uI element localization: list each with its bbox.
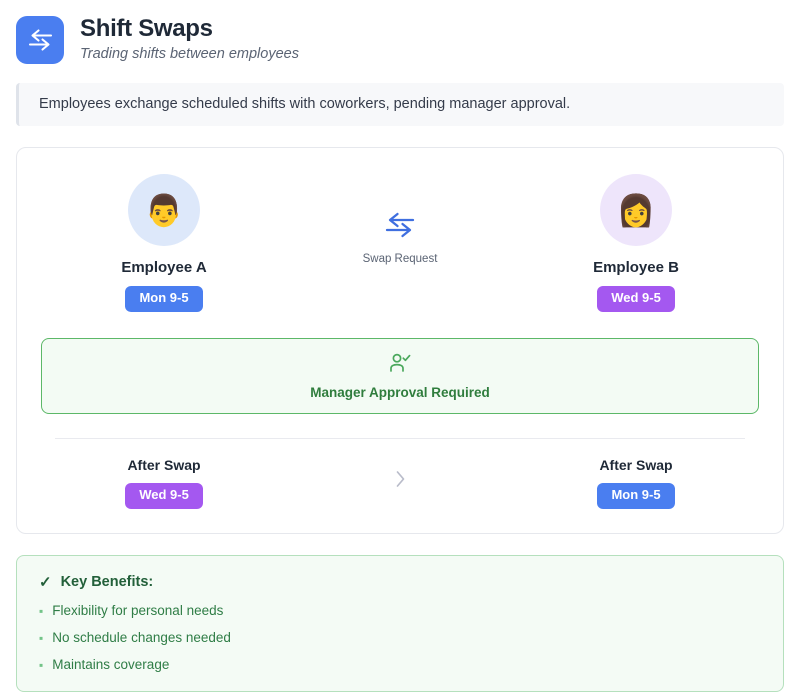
chevron-right-icon: [320, 457, 480, 489]
manager-approval-label: Manager Approval Required: [310, 384, 490, 400]
swap-arrows-icon: [16, 16, 64, 64]
after-swap-right-badge: Mon 9-5: [597, 482, 675, 509]
employee-b-shift-badge: Wed 9-5: [597, 286, 675, 312]
man-avatar-icon: 👨: [128, 174, 200, 246]
page-subtitle: Trading shifts between employees: [80, 46, 299, 63]
header-text-group: Shift Swaps Trading shifts between emplo…: [80, 15, 299, 63]
employee-b-name: Employee B: [593, 259, 679, 276]
description-banner: Employees exchange scheduled shifts with…: [16, 83, 784, 126]
page-title: Shift Swaps: [80, 15, 213, 43]
after-swap-right-block: After Swap Mon 9-5: [551, 457, 721, 509]
benefit-text: Flexibility for personal needs: [52, 602, 224, 618]
employees-row: 👨 Employee A Mon 9-5 Swap Request 👩 Empl…: [39, 170, 761, 312]
list-item: ▪ Maintains coverage: [39, 657, 761, 672]
check-icon: ✓: [39, 573, 52, 591]
key-benefits-card: ✓ Key Benefits: ▪ Flexibility for person…: [16, 554, 784, 692]
bullet-icon: ▪: [39, 657, 44, 672]
bullet-icon: ▪: [39, 630, 44, 645]
employee-a-shift-badge: Mon 9-5: [125, 286, 203, 312]
section-divider: [55, 437, 745, 439]
swap-diagram-card: 👨 Employee A Mon 9-5 Swap Request 👩 Empl…: [16, 147, 784, 534]
list-item: ▪ Flexibility for personal needs: [39, 603, 761, 618]
woman-avatar-icon: 👩: [600, 174, 672, 246]
employee-a-name: Employee A: [121, 259, 207, 276]
swap-request-label: Swap Request: [362, 253, 438, 265]
employee-a-block: 👨 Employee A Mon 9-5: [79, 174, 249, 312]
after-swap-left-block: After Swap Wed 9-5: [79, 457, 249, 509]
after-swap-left-badge: Wed 9-5: [125, 482, 203, 509]
list-item: ▪ No schedule changes needed: [39, 630, 761, 645]
benefit-text: No schedule changes needed: [52, 629, 231, 645]
swap-arrows-icon: [383, 212, 417, 243]
after-swap-right-label: After Swap: [599, 456, 673, 473]
key-benefits-title-row: ✓ Key Benefits:: [39, 573, 761, 591]
user-check-icon: [389, 353, 411, 378]
benefit-text: Maintains coverage: [52, 656, 170, 672]
employee-b-block: 👩 Employee B Wed 9-5: [551, 174, 721, 312]
page-header: Shift Swaps Trading shifts between emplo…: [12, 14, 788, 64]
manager-approval-box: Manager Approval Required: [41, 337, 759, 414]
swap-request-block: Swap Request: [320, 174, 480, 265]
key-benefits-title: Key Benefits:: [60, 573, 154, 590]
after-swap-left-label: After Swap: [127, 456, 201, 473]
bullet-icon: ▪: [39, 603, 44, 618]
after-swap-row: After Swap Wed 9-5 After Swap Mon 9-5: [39, 439, 761, 511]
